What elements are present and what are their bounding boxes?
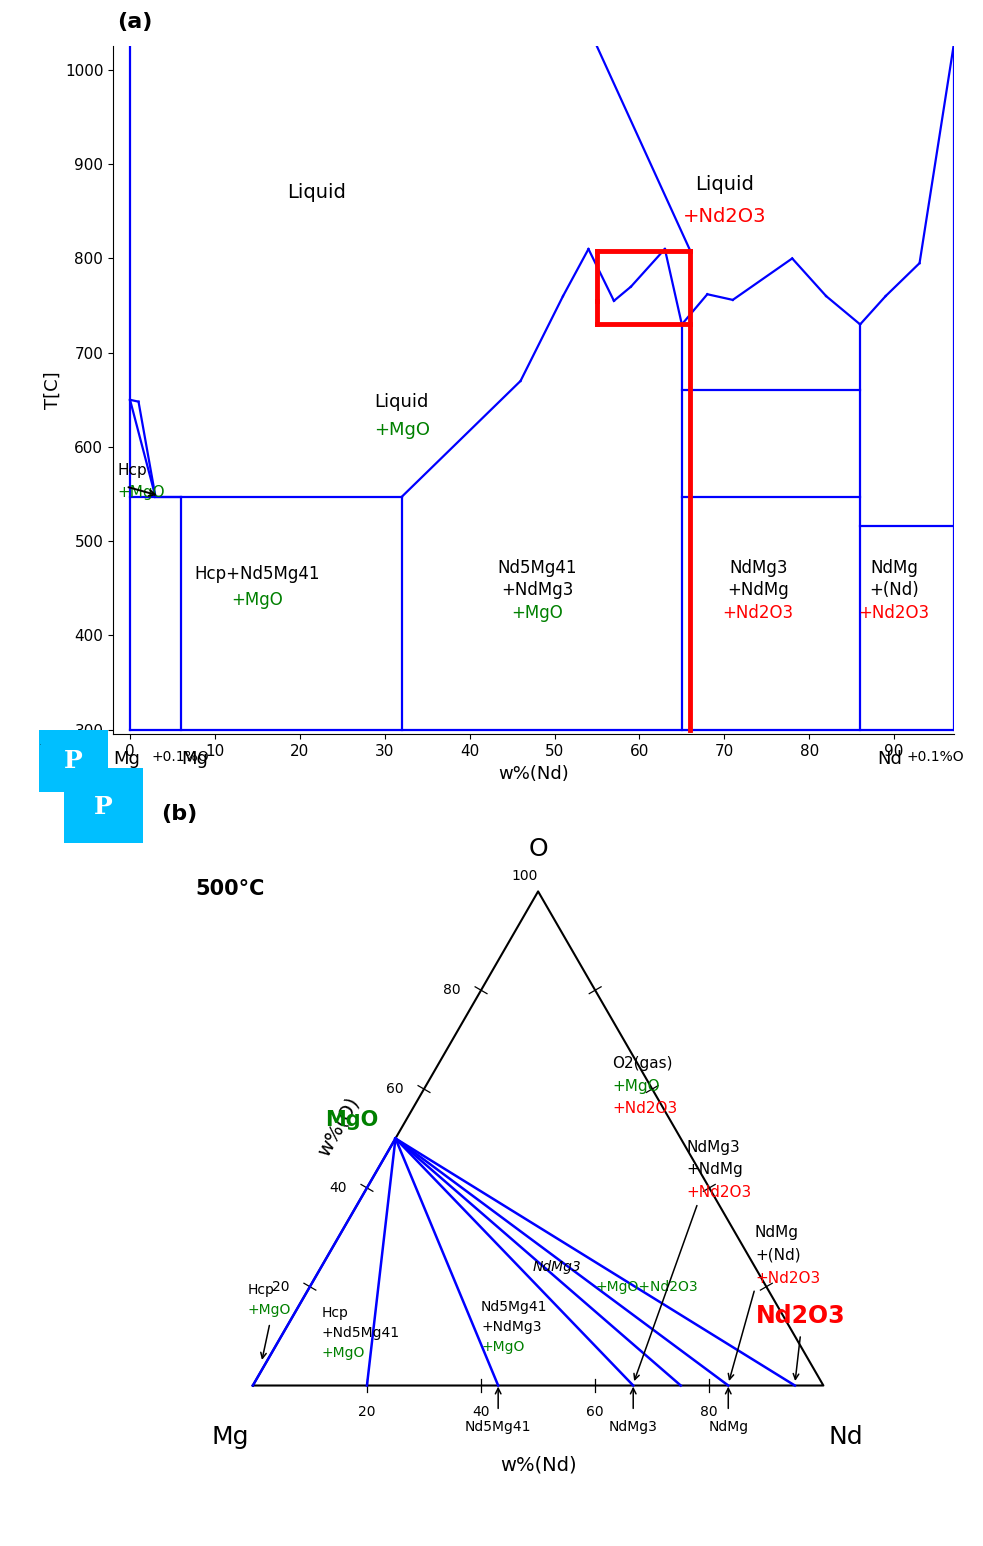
- Text: Liquid: Liquid: [375, 393, 429, 411]
- X-axis label: w%(Nd): w%(Nd): [498, 765, 568, 782]
- Text: +MgO: +MgO: [117, 484, 165, 499]
- Text: Hcp+Nd5Mg41: Hcp+Nd5Mg41: [195, 566, 320, 583]
- Text: +MgO: +MgO: [247, 1303, 291, 1317]
- Text: Liquid: Liquid: [695, 175, 754, 195]
- Y-axis label: T[C]: T[C]: [44, 371, 62, 410]
- Text: +NdMg: +NdMg: [686, 1163, 743, 1178]
- Text: +(Nd): +(Nd): [755, 1248, 800, 1263]
- Text: NdMg3: NdMg3: [729, 558, 787, 577]
- Text: +0.1%O: +0.1%O: [906, 750, 964, 764]
- Text: +NdMg: +NdMg: [727, 581, 789, 600]
- Text: +NdMg3: +NdMg3: [481, 1320, 542, 1334]
- Text: (a): (a): [117, 12, 152, 32]
- Text: (b): (b): [161, 804, 198, 824]
- Text: +0.1%O: +0.1%O: [151, 750, 208, 764]
- Text: O: O: [528, 836, 548, 861]
- Text: +Nd2O3: +Nd2O3: [858, 604, 930, 621]
- Text: NdMg3: NdMg3: [686, 1139, 740, 1155]
- Text: +MgO: +MgO: [481, 1340, 524, 1354]
- Text: Nd2O3: Nd2O3: [756, 1303, 845, 1328]
- Text: Nd5Mg41: Nd5Mg41: [497, 558, 577, 577]
- Text: 40: 40: [329, 1181, 347, 1195]
- Text: +MgO: +MgO: [511, 604, 563, 621]
- Text: +Nd2O3: +Nd2O3: [682, 207, 766, 226]
- Text: NdMg3: NdMg3: [533, 1260, 581, 1274]
- Text: +MgO: +MgO: [374, 421, 430, 439]
- Text: NdMg3: NdMg3: [608, 1419, 658, 1433]
- Text: 20: 20: [358, 1405, 376, 1419]
- Text: 80: 80: [443, 983, 461, 997]
- Text: Nd5Mg41: Nd5Mg41: [465, 1419, 532, 1433]
- Text: Liquid: Liquid: [287, 182, 346, 203]
- Text: Mg: Mg: [211, 1425, 249, 1450]
- Text: P: P: [93, 795, 113, 819]
- Text: NdMg: NdMg: [755, 1224, 799, 1240]
- Text: +MgO+Nd2O3: +MgO+Nd2O3: [595, 1280, 698, 1294]
- Text: +MgO: +MgO: [231, 591, 283, 609]
- Text: Mg: Mg: [113, 750, 140, 768]
- Text: +NdMg3: +NdMg3: [501, 581, 574, 600]
- Text: +(Nd): +(Nd): [869, 581, 919, 600]
- Text: NdMg: NdMg: [708, 1419, 748, 1433]
- Text: NdMg: NdMg: [870, 558, 918, 577]
- Text: +MgO: +MgO: [321, 1347, 365, 1360]
- Text: +Nd2O3: +Nd2O3: [755, 1271, 820, 1286]
- Text: Nd5Mg41: Nd5Mg41: [481, 1300, 548, 1314]
- Text: 80: 80: [701, 1405, 719, 1419]
- Text: 40: 40: [472, 1405, 490, 1419]
- Text: +Nd5Mg41: +Nd5Mg41: [321, 1326, 399, 1340]
- Text: 60: 60: [586, 1405, 604, 1419]
- Text: Hcp: Hcp: [321, 1306, 348, 1320]
- Text: Nd: Nd: [829, 1425, 863, 1450]
- Text: 100: 100: [512, 869, 538, 883]
- Text: MgO: MgO: [325, 1110, 378, 1130]
- Text: 60: 60: [386, 1082, 404, 1096]
- Text: w%(Nd): w%(Nd): [499, 1456, 576, 1475]
- FancyBboxPatch shape: [48, 753, 158, 858]
- Text: 20: 20: [272, 1280, 290, 1294]
- Text: +MgO: +MgO: [612, 1079, 660, 1093]
- Text: w%(O): w%(O): [314, 1095, 363, 1160]
- Text: 500°C: 500°C: [196, 878, 265, 898]
- Text: +Nd2O3: +Nd2O3: [686, 1186, 752, 1200]
- Text: Hcp: Hcp: [247, 1283, 274, 1297]
- FancyBboxPatch shape: [32, 724, 115, 798]
- Text: +Nd2O3: +Nd2O3: [612, 1101, 677, 1116]
- Text: +Nd2O3: +Nd2O3: [723, 604, 794, 621]
- Text: P: P: [64, 748, 84, 773]
- Text: O2(gas): O2(gas): [612, 1056, 672, 1071]
- Text: Hcp: Hcp: [117, 462, 147, 478]
- Text: Nd: Nd: [877, 750, 902, 768]
- Text: Mg: Mg: [181, 750, 207, 768]
